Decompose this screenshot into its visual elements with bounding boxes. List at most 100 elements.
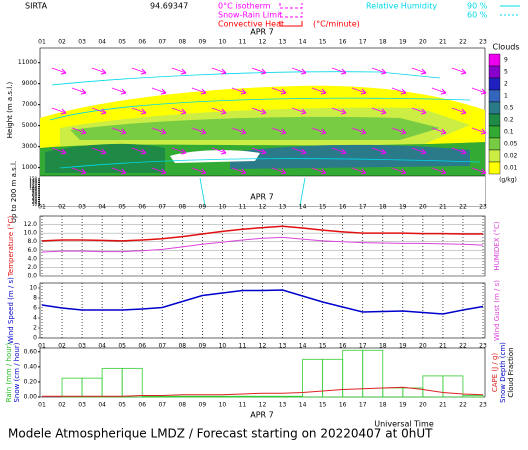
scale-swatch <box>488 89 501 103</box>
y-tick-label: 10 <box>29 285 37 292</box>
sub-y-tick-label: 140 <box>29 178 37 183</box>
rain-bar <box>141 395 163 398</box>
wind-arrow <box>371 147 387 155</box>
wind-arrow <box>431 167 447 175</box>
sub-y-tick-label: 100 <box>29 185 37 190</box>
wind-arrow <box>311 87 327 95</box>
hour-label: 11 <box>239 343 247 350</box>
hour-label: 17 <box>359 39 367 46</box>
y-axis-title: Wind Speed (m / s) <box>7 277 15 344</box>
wind-arrow <box>411 107 427 115</box>
hour-label: 09 <box>199 204 207 211</box>
x-axis-title: Universal Time <box>374 420 434 429</box>
y-axis-title: Rain (mm / hour) <box>5 342 13 402</box>
wind-arrow <box>411 67 427 75</box>
y2-axis-title: Wind Gust (m / s) <box>493 280 501 341</box>
y-tick-label: 0.0 <box>27 273 37 280</box>
wind-arrow <box>111 127 127 135</box>
y-tick-label: 10.0 <box>24 230 38 237</box>
hour-label: 22 <box>459 39 467 46</box>
sub-y-tick-label: 60 <box>32 193 38 198</box>
wind-arrow <box>371 107 387 115</box>
scale-swatch <box>488 101 501 115</box>
hour-label: 07 <box>158 343 166 350</box>
hour-label: 19 <box>399 204 407 211</box>
hour-label: 13 <box>279 343 287 350</box>
y2-axis-title: Cloud Fraction <box>507 347 515 397</box>
scale-title: Clouds <box>492 43 519 52</box>
wind-arrow <box>291 67 307 75</box>
wind-arrow <box>211 107 227 115</box>
hour-label: 23 <box>479 39 487 46</box>
hour-label: 20 <box>419 343 427 350</box>
wind-arrow <box>371 67 387 75</box>
hour-label: 03 <box>78 343 86 350</box>
y-axis-title: Temperature (°C) <box>7 216 15 278</box>
hour-label: 03 <box>78 402 86 409</box>
wind-arrow <box>251 67 267 75</box>
wind-arrow <box>171 107 187 115</box>
cloud-field <box>39 47 486 207</box>
scale-label: 1 <box>504 93 508 100</box>
y-tick-label: 2.0 <box>27 264 37 271</box>
rain-bar <box>201 395 223 398</box>
scale-label: 0.05 <box>504 141 518 148</box>
y-tick-label: 6.0 <box>27 247 37 254</box>
hour-label: 07 <box>158 204 166 211</box>
y-tick-label: 0 <box>33 335 37 342</box>
hour-label: 09 <box>199 402 207 409</box>
hour-label: 17 <box>359 402 367 409</box>
hour-label: 02 <box>58 402 66 409</box>
hour-label: 08 <box>178 343 186 350</box>
hour-label: 03 <box>78 39 86 46</box>
hour-label: 12 <box>259 39 267 46</box>
wind-arrow <box>431 127 447 135</box>
hour-label: 13 <box>279 402 287 409</box>
hour-label: 08 <box>178 204 186 211</box>
y2-axis-title: CAPE (J / g) <box>491 353 499 393</box>
hour-label: 07 <box>158 39 166 46</box>
hour-label: 17 <box>359 343 367 350</box>
scale-swatch <box>488 161 501 175</box>
hour-label: 14 <box>299 204 307 211</box>
rain-bar <box>282 395 303 398</box>
y-axis-title: Snow (cm / hour) <box>13 342 21 402</box>
hour-label: 19 <box>399 402 407 409</box>
y-tick-label: 4 <box>33 315 37 322</box>
hour-label: 09 <box>199 343 207 350</box>
sub-y-axis-title: Up to 200 m a.s.l. <box>10 161 18 223</box>
scale-swatch <box>488 125 501 139</box>
y-tick-label: 0.40 <box>24 363 38 370</box>
y-tick-label: 3000 <box>22 143 37 150</box>
wind-arrow <box>411 147 427 155</box>
hour-label: 19 <box>399 39 407 46</box>
scale-label: 9 <box>504 57 508 64</box>
wind-arrow <box>171 67 187 75</box>
hour-label: 11 <box>239 39 247 46</box>
wind-arrow <box>451 67 467 75</box>
hour-label: 08 <box>178 402 186 409</box>
y-tick-label: 6 <box>33 305 37 312</box>
y-tick-label: 5000 <box>22 122 37 129</box>
y-tick-label: 12.0 <box>24 221 38 228</box>
hour-label: 16 <box>339 402 347 409</box>
hour-label: 23 <box>479 204 487 211</box>
rain-bar <box>222 395 243 398</box>
hour-label: 06 <box>138 343 146 350</box>
hour-label: 23 <box>479 402 487 409</box>
wind-arrow <box>351 127 367 135</box>
legend-label: Snow-Rain Limit <box>218 11 282 20</box>
wind-arrow <box>151 87 167 95</box>
scale-swatch <box>488 149 501 163</box>
hour-label: 04 <box>98 402 106 409</box>
wind-arrow <box>271 127 287 135</box>
hour-label: 01 <box>38 39 46 46</box>
hour-label: 19 <box>399 343 407 350</box>
wind-arrow <box>271 167 287 175</box>
hour-label: 21 <box>439 39 447 46</box>
wind-arrow <box>451 107 467 115</box>
sub-y-tick-label: 150 <box>29 176 37 181</box>
y-tick-label: 7000 <box>22 101 37 108</box>
scale-label: 0.1 <box>504 129 514 136</box>
hour-label: 06 <box>138 402 146 409</box>
